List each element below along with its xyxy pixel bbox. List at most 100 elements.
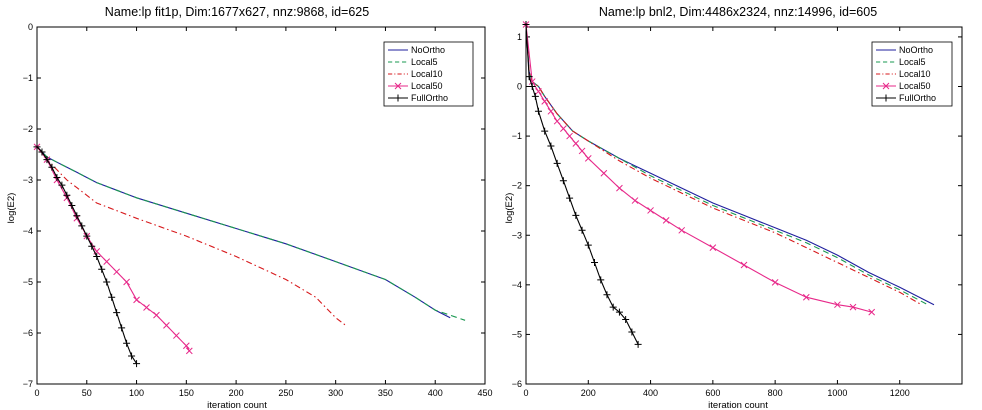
- data-point-local50-right: [709, 244, 717, 251]
- data-point-fullortho-left: [133, 360, 141, 368]
- data-point-fullortho-left: [128, 352, 136, 360]
- data-point-fullortho-left: [83, 232, 91, 240]
- data-point-local50-left: [103, 258, 111, 265]
- y-tick-label-left: −7: [23, 379, 33, 389]
- data-point-local50-right: [584, 155, 592, 162]
- legend-label-local5-left: Local5: [411, 57, 438, 67]
- y-tick-label-right: −2: [512, 181, 522, 191]
- legend-label-local10-right: Local10: [899, 69, 931, 79]
- data-point-fullortho-right: [628, 328, 636, 336]
- data-point-fullortho-right: [525, 73, 533, 81]
- data-point-fullortho-right: [634, 340, 642, 348]
- data-point-local50-right: [834, 301, 841, 309]
- data-point-fullortho-left: [33, 143, 41, 151]
- data-point-local50-right: [771, 279, 779, 286]
- data-point-local50-right: [647, 207, 654, 214]
- data-point-fullortho-right: [553, 159, 561, 167]
- data-point-fullortho-right: [572, 211, 580, 219]
- y-tick-label-left: −4: [23, 226, 33, 236]
- data-point-fullortho-left: [103, 278, 111, 286]
- x-tick-label-right: 400: [643, 388, 658, 398]
- data-point-fullortho-right: [528, 83, 536, 90]
- data-point-fullortho-left: [78, 222, 86, 230]
- data-point-local50-right: [616, 184, 623, 192]
- x-axis-label-left: iteration count: [207, 400, 267, 410]
- series-line-local5-right: [525, 24, 928, 306]
- data-point-fullortho-right: [584, 241, 592, 249]
- data-point-fullortho-right: [578, 226, 586, 234]
- x-tick-label-left: 200: [229, 388, 244, 398]
- x-tick-label-left: 350: [378, 388, 393, 398]
- data-point-fullortho-left: [88, 242, 96, 250]
- legend-label-noortho-left: NoOrtho: [411, 45, 445, 55]
- data-point-local50-right: [578, 147, 586, 155]
- data-point-fullortho-right: [609, 303, 617, 311]
- data-point-local50-right: [740, 261, 748, 269]
- data-point-fullortho-left: [63, 191, 71, 199]
- data-point-local50-right: [566, 132, 573, 140]
- data-point-fullortho-right: [531, 92, 539, 100]
- legend-marker-local50-left: [394, 82, 402, 90]
- data-point-fullortho-left: [98, 265, 106, 273]
- data-point-local50-left: [123, 278, 130, 286]
- plot-frame-left: [36, 26, 486, 385]
- data-point-local50-right: [631, 197, 639, 204]
- data-point-local50-right: [560, 125, 567, 132]
- series-line-local50-right: [525, 24, 872, 313]
- x-tick-label-left: 100: [129, 388, 144, 398]
- data-point-fullortho-right: [534, 107, 542, 115]
- x-tick-label-left: 300: [328, 388, 343, 398]
- data-point-fullortho-left: [58, 181, 66, 189]
- y-tick-label-right: 0: [517, 82, 522, 92]
- x-tick-label-left: 0: [34, 388, 39, 398]
- chart-title-left: Name:lp fit1p, Dim:1677x627, nnz:9868, i…: [105, 5, 369, 19]
- x-tick-label-right: 1000: [827, 388, 847, 398]
- data-point-local50-left: [133, 296, 140, 304]
- x-axis-label-right: iteration count: [708, 400, 768, 410]
- legend-label-local50-right: Local50: [899, 81, 931, 91]
- y-tick-label-left: −2: [23, 124, 33, 134]
- data-point-local50-right: [572, 140, 580, 147]
- y-tick-label-left: −3: [23, 175, 33, 185]
- x-tick-label-left: 450: [477, 388, 492, 398]
- data-point-fullortho-left: [73, 212, 81, 220]
- y-tick-label-left: 0: [28, 22, 33, 32]
- series-line-noortho-left: [36, 146, 451, 319]
- y-tick-label-left: −6: [23, 328, 33, 338]
- data-point-fullortho-right: [541, 127, 549, 135]
- data-point-fullortho-right: [566, 194, 574, 202]
- y-tick-label-right: 1: [517, 32, 522, 42]
- y-tick-label-right: −4: [512, 280, 522, 290]
- data-point-local50-left: [153, 311, 160, 319]
- chart-title-right: Name:lp bnl2, Dim:4486x2324, nnz:14996, …: [599, 5, 877, 19]
- legend-label-local10-left: Local10: [411, 69, 443, 79]
- x-tick-label-left: 150: [179, 388, 194, 398]
- y-tick-label-right: −5: [512, 329, 522, 339]
- data-point-fullortho-left: [68, 202, 76, 209]
- legend-marker-fullortho-left: [394, 94, 402, 102]
- data-point-local50-right: [535, 88, 542, 95]
- series-line-fullortho-right: [525, 24, 639, 345]
- y-tick-label-right: −6: [512, 379, 522, 389]
- data-point-local50-left: [173, 332, 180, 339]
- data-point-local50-left: [143, 304, 150, 311]
- legend-marker-local50-right: [882, 82, 890, 90]
- legend-label-fullortho-left: FullOrtho: [411, 93, 448, 103]
- data-point-local50-right: [541, 98, 549, 105]
- y-tick-label-right: −3: [512, 230, 522, 240]
- series-line-local10-left: [36, 146, 346, 326]
- x-tick-label-right: 0: [523, 388, 528, 398]
- data-point-local50-right: [600, 169, 608, 177]
- data-point-local50-left: [163, 321, 170, 329]
- x-tick-label-right: 1200: [890, 388, 910, 398]
- data-point-local50-right: [678, 226, 686, 234]
- data-point-local50-right: [553, 117, 561, 125]
- x-tick-label-left: 50: [82, 388, 92, 398]
- data-point-local50-left: [182, 342, 190, 350]
- y-tick-label-left: −1: [23, 73, 33, 83]
- legend-box-right: [871, 41, 953, 107]
- data-point-fullortho-right: [622, 316, 630, 324]
- data-point-fullortho-right: [597, 276, 605, 284]
- data-point-local50-right: [802, 293, 810, 301]
- legend-label-local50-left: Local50: [411, 81, 443, 91]
